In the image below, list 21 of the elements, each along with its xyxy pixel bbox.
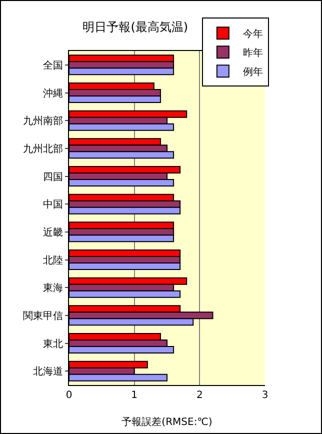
y-tick-label: 東北 <box>43 338 63 350</box>
y-tick-label: 九州南部 <box>23 115 63 128</box>
y-tick-label: 近畿 <box>43 226 63 238</box>
y-tick-label: 東海 <box>43 282 63 294</box>
y-tick-label: 九州北部 <box>23 142 63 155</box>
x-axis-title: 予報誤差(RMSE:℃) <box>122 416 212 428</box>
legend-label: 昨年 <box>242 47 263 59</box>
y-tick-label: 全国 <box>43 59 63 72</box>
chart-title: 明日予報(最高気温) <box>82 20 188 34</box>
y-tick-label: 関東甲信 <box>23 310 63 322</box>
legend-label: 例年 <box>242 66 263 78</box>
y-tick-label: 四国 <box>43 172 63 183</box>
x-tick-label: 3 <box>262 390 268 401</box>
legend-label: 今年 <box>242 28 263 40</box>
y-tick-label: 沖縄 <box>43 87 63 100</box>
y-tick-label: 北陸 <box>43 254 63 266</box>
y-tick-label: 北海道 <box>33 366 63 378</box>
y-tick-label: 中国 <box>43 198 63 211</box>
x-tick-label: 2 <box>196 390 203 401</box>
x-tick-label: 0 <box>66 390 72 401</box>
x-tick-label: 1 <box>131 390 138 401</box>
